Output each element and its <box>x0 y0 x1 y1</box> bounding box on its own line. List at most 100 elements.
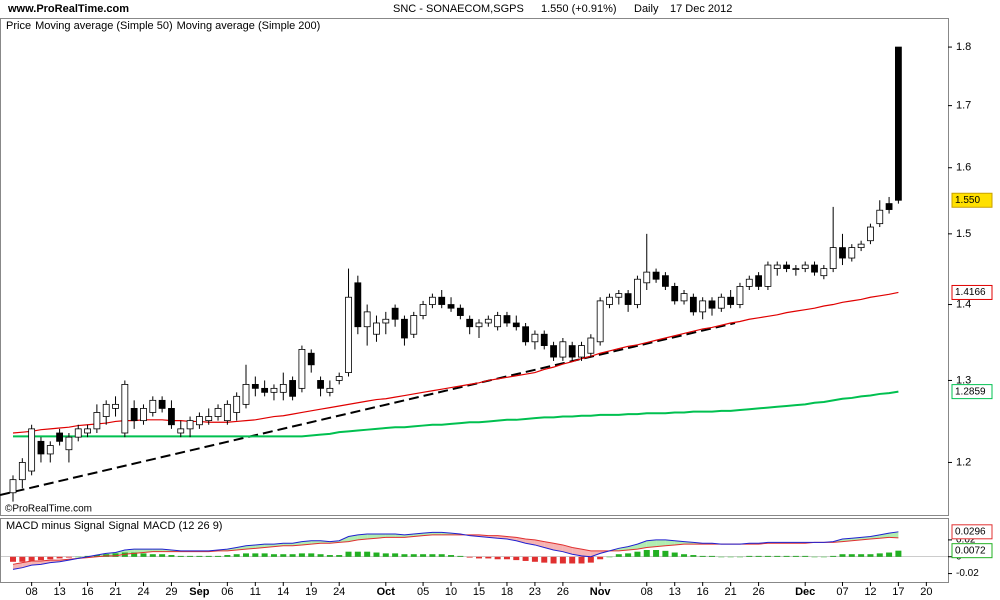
last-value-box <box>951 284 993 300</box>
candle-body <box>18 462 26 481</box>
x-tick-label: 19 <box>305 586 317 598</box>
macd-signal-area <box>357 534 368 540</box>
x-tick-label: 24 <box>137 586 149 598</box>
macd-panel <box>0 518 949 583</box>
histogram-bar <box>476 556 482 559</box>
price-panel <box>0 18 949 516</box>
histogram-bar <box>569 556 576 564</box>
histogram-bar <box>457 555 464 557</box>
histogram-bar <box>56 556 63 559</box>
last-value-label: 0.0072 <box>955 545 986 556</box>
x-tick-label: 23 <box>529 586 541 598</box>
y-tick-label: 1.5 <box>956 228 971 240</box>
candle-body <box>214 408 222 417</box>
histogram-bar <box>233 554 240 557</box>
candle-body <box>102 403 110 417</box>
x-tick-label: 16 <box>697 586 709 598</box>
y-tick-label: 1.7 <box>956 100 971 112</box>
candle-body <box>494 315 502 328</box>
candle-body <box>615 293 623 298</box>
y-tick-label: 0.02 <box>956 535 976 546</box>
candle-body <box>680 293 688 302</box>
candle-body <box>652 271 660 280</box>
histogram-bar <box>308 553 315 557</box>
histogram-bar <box>448 555 455 557</box>
candle-body <box>475 322 483 328</box>
candle-body <box>522 326 529 343</box>
histogram-bar <box>429 554 436 557</box>
candle-body <box>671 285 679 302</box>
macd-signal-area <box>432 532 442 535</box>
candle-body <box>456 307 464 316</box>
candle-body <box>363 311 371 328</box>
x-tick-label: 08 <box>26 586 38 598</box>
x-tick-label: 08 <box>641 586 653 598</box>
candle-body <box>531 333 539 343</box>
histogram-bar <box>112 553 119 557</box>
histogram-bar <box>270 554 277 557</box>
histogram-bar <box>830 555 837 557</box>
macd-signal-area <box>665 539 675 546</box>
moving-average-line <box>13 390 899 438</box>
histogram-bar <box>755 555 762 557</box>
macd-signal-area <box>637 540 647 550</box>
x-tick-label: 21 <box>109 586 121 598</box>
histogram-bar <box>690 555 697 557</box>
histogram-bar <box>37 556 44 561</box>
x-tick-label: Sep <box>189 586 209 598</box>
histogram-bar <box>774 555 781 557</box>
candle-body <box>233 395 241 413</box>
histogram-bar <box>876 553 883 557</box>
candle-body <box>466 318 474 328</box>
x-tick-label: 11 <box>250 586 261 598</box>
price-change: 1.550 (+0.91%) <box>541 3 617 15</box>
macd-signal-area <box>534 539 545 548</box>
candle-body <box>112 403 119 409</box>
histogram-bar <box>541 556 548 563</box>
histogram-bar <box>410 554 417 557</box>
candle-body <box>643 271 651 284</box>
histogram-bar <box>820 556 827 558</box>
last-value-box <box>951 543 993 559</box>
histogram-bar <box>587 556 594 563</box>
last-value-label: 1.2859 <box>955 386 986 397</box>
period: Daily <box>634 3 659 15</box>
candle-body <box>876 209 884 225</box>
histogram-bar <box>792 555 799 557</box>
y-tick-label: 1.4 <box>956 298 971 310</box>
candle-body <box>839 247 846 259</box>
x-tick-label: 17 <box>892 586 904 598</box>
candle-body <box>401 318 408 339</box>
histogram-bar <box>177 555 184 557</box>
histogram-bar <box>764 555 771 557</box>
candle-body <box>56 432 63 442</box>
macd-line <box>12 534 899 565</box>
x-tick-label: Nov <box>590 586 612 598</box>
x-tick-label: 06 <box>221 586 233 598</box>
candle-body <box>662 275 669 287</box>
histogram-bar <box>401 554 408 557</box>
x-tick-label: 13 <box>669 586 681 598</box>
histogram-bar <box>746 555 753 557</box>
y-tick-label: 1.8 <box>956 41 971 53</box>
candle-body <box>848 247 856 259</box>
candle-body <box>717 296 725 309</box>
histogram-bar <box>718 556 725 558</box>
trend-line <box>0 322 736 496</box>
histogram-bar <box>224 555 231 557</box>
copyright: ©ProRealTime.com <box>5 504 92 515</box>
x-tick-label: 13 <box>53 586 65 598</box>
histogram-bar <box>261 553 268 557</box>
histogram-bar <box>466 556 473 558</box>
x-tick-label: 12 <box>864 586 876 598</box>
candle-body <box>28 428 36 472</box>
candle-body <box>298 349 306 389</box>
histogram-bar <box>317 554 324 557</box>
candle-body <box>307 352 315 366</box>
candle-body <box>37 440 45 455</box>
histogram-bar <box>895 550 902 557</box>
candle-body <box>149 399 157 413</box>
candle-body <box>195 416 203 426</box>
